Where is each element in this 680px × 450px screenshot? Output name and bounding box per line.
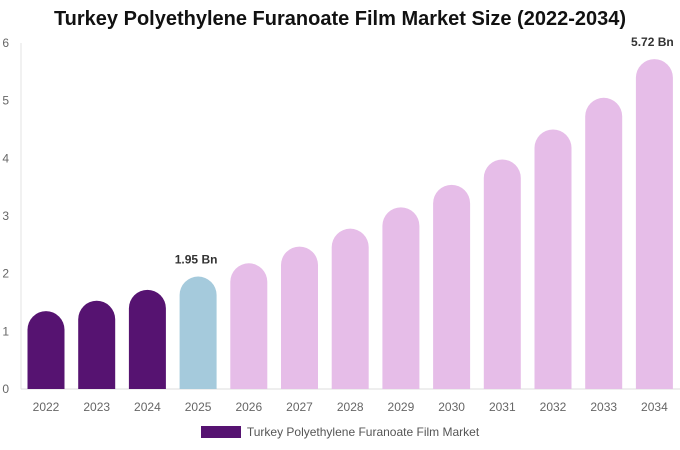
legend-label: Turkey Polyethylene Furanoate Film Marke… [246, 425, 480, 439]
x-tick-label: 2022 [33, 400, 60, 414]
x-tick-label: 2034 [641, 400, 668, 414]
y-tick-label: 3 [2, 209, 9, 223]
bar-2027 [281, 246, 318, 389]
y-tick-label: 2 [2, 267, 9, 281]
data-label: 1.95 Bn [175, 253, 218, 267]
bar-2033 [585, 97, 623, 390]
bar-2025 [179, 276, 217, 389]
x-tick-label: 2033 [590, 400, 617, 414]
x-tick-label: 2028 [337, 400, 364, 414]
y-tick-label: 1 [2, 324, 9, 338]
legend: Turkey Polyethylene Furanoate Film Marke… [0, 425, 680, 439]
x-tick-label: 2029 [388, 400, 415, 414]
y-tick-label: 6 [2, 36, 9, 50]
x-tick-label: 2025 [185, 400, 212, 414]
x-tick-label: 2024 [134, 400, 161, 414]
legend-swatch [200, 426, 241, 438]
y-tick-label: 5 [2, 94, 9, 108]
x-tick-label: 2023 [83, 400, 110, 414]
bar-2031 [483, 159, 521, 389]
bar-2024 [128, 289, 166, 389]
bar-2032 [534, 129, 572, 389]
y-tick-label: 0 [2, 382, 9, 396]
bar-2026 [230, 263, 268, 389]
data-label: 5.72 Bn [631, 35, 674, 49]
bar-2022 [27, 311, 65, 389]
x-tick-label: 2026 [235, 400, 262, 414]
x-tick-label: 2032 [540, 400, 567, 414]
x-tick-label: 2030 [438, 400, 465, 414]
bar-2030 [433, 184, 471, 389]
y-tick-label: 4 [2, 151, 9, 165]
bar-2029 [382, 207, 420, 389]
x-tick-label: 2027 [286, 400, 313, 414]
chart-title: Turkey Polyethylene Furanoate Film Marke… [53, 8, 627, 30]
bar-2028 [331, 228, 369, 389]
bar-2034 [635, 59, 673, 390]
x-tick-label: 2031 [489, 400, 516, 414]
bar-2023 [78, 300, 116, 389]
